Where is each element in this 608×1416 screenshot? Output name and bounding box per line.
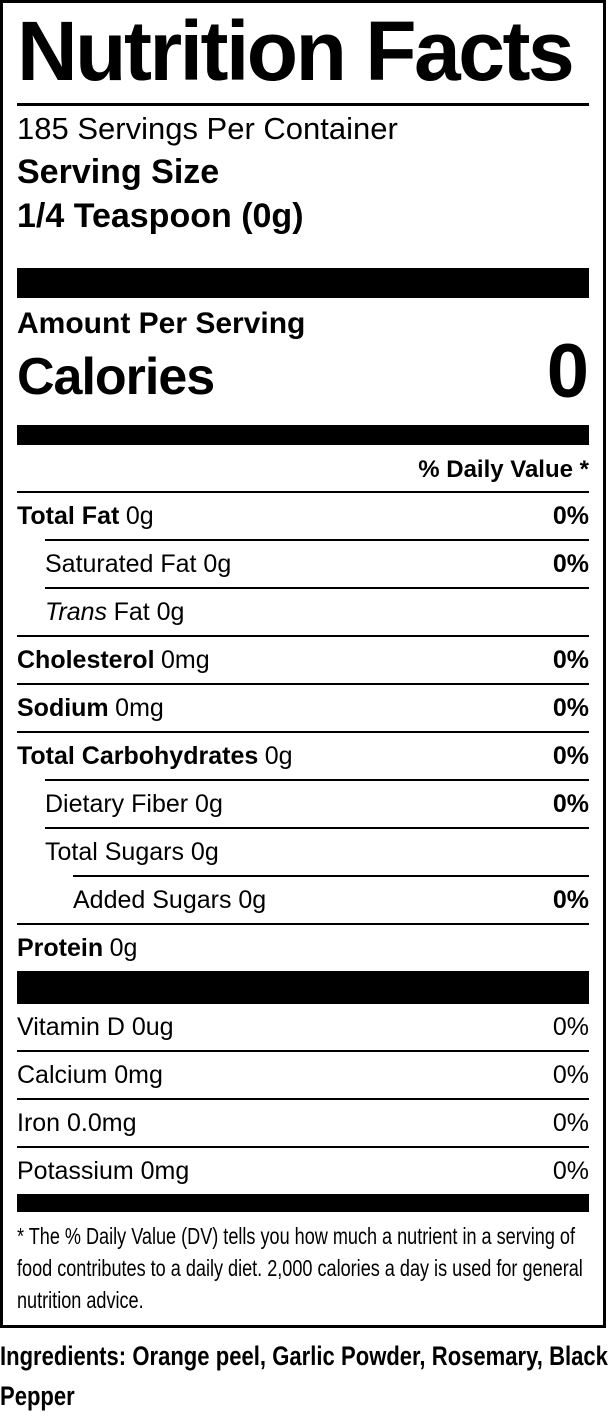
micronutrient-row-calcium: Calcium 0mg 0% (17, 1052, 589, 1098)
nutrient-name: Dietary Fiber 0g (45, 789, 223, 818)
nutrient-row-cholesterol: Cholesterol 0mg 0% (17, 637, 589, 683)
nutrition-label: Nutrition Facts 185 Servings Per Contain… (0, 0, 606, 1328)
micronutrient-row-potassium: Potassium 0mg 0% (17, 1148, 589, 1194)
nutrient-name: Total Sugars 0g (45, 837, 219, 866)
nutrient-name: Iron 0.0mg (17, 1108, 137, 1137)
nutrient-name: Saturated Fat 0g (45, 549, 232, 578)
nutrient-dv: 0% (552, 1108, 589, 1137)
thick-separator-bar (17, 268, 589, 298)
nutrient-row-sodium: Sodium 0mg 0% (17, 685, 589, 731)
rule (73, 874, 589, 877)
nutrient-name: Cholesterol 0mg (17, 645, 210, 674)
calories-row: Calories 0 (17, 329, 589, 414)
rule (17, 1049, 589, 1052)
rule (45, 826, 589, 829)
nutrient-name: Total Fat 0g (17, 501, 154, 530)
nutrient-dv: 0% (552, 885, 589, 914)
rule (17, 634, 589, 637)
rule (17, 922, 589, 925)
nutrient-dv: 0% (552, 501, 589, 530)
nutrient-name: Potassium 0mg (17, 1156, 190, 1185)
serving-size-value: 1/4 Teaspoon (0g) (17, 197, 304, 235)
calories-value: 0 (546, 329, 589, 414)
rule (45, 778, 589, 781)
rule (17, 490, 589, 493)
nutrient-dv: 0% (552, 789, 589, 818)
label-title: Nutrition Facts (17, 4, 575, 98)
nutrient-row-added-sugars: Added Sugars 0g 0% (17, 877, 589, 923)
nutrient-dv: 0% (552, 1060, 589, 1089)
nutrient-row-protein: Protein 0g (17, 925, 589, 971)
nutrient-row-total-carbohydrates: Total Carbohydrates 0g 0% (17, 733, 589, 779)
rule (17, 730, 589, 733)
rule (17, 1097, 589, 1100)
thick-separator-bar (17, 970, 589, 1004)
nutrient-dv: 0% (552, 693, 589, 722)
nutrient-dv: 0% (552, 741, 589, 770)
nutrient-row-total-fat: Total Fat 0g 0% (17, 493, 589, 539)
nutrient-dv: 0% (552, 549, 589, 578)
nutrient-name: Protein 0g (17, 933, 138, 962)
nutrient-name: Total Carbohydrates 0g (17, 741, 293, 770)
nutrient-dv: 0% (552, 645, 589, 674)
daily-value-footnote: * The % Daily Value (DV) tells you how m… (17, 1222, 583, 1313)
rule (45, 586, 589, 589)
nutrient-name: Calcium 0mg (17, 1060, 163, 1089)
micronutrient-row-vitamin-d: Vitamin D 0ug 0% (17, 1004, 589, 1050)
servings-per-container: 185 Servings Per Container (17, 111, 398, 146)
medium-separator-bar (17, 424, 589, 445)
medium-separator-bar (17, 1193, 589, 1212)
rule (17, 1145, 589, 1148)
amount-per-serving-label: Amount Per Serving (17, 307, 306, 340)
nutrient-name: Trans Fat 0g (45, 597, 185, 626)
micronutrient-row-iron: Iron 0.0mg 0% (17, 1100, 589, 1146)
rule (17, 682, 589, 685)
daily-value-header: % Daily Value * (418, 455, 589, 483)
nutrient-name: Sodium 0mg (17, 693, 164, 722)
nutrient-name: Vitamin D 0ug (17, 1012, 174, 1041)
nutrient-dv: 0% (552, 1156, 589, 1185)
nutrient-row-dietary-fiber: Dietary Fiber 0g 0% (17, 781, 589, 827)
serving-size-label: Serving Size (17, 153, 220, 191)
nutrient-name: Added Sugars 0g (73, 885, 267, 914)
nutrient-row-saturated-fat: Saturated Fat 0g 0% (17, 541, 589, 587)
nutrient-dv: 0% (552, 1012, 589, 1041)
title-divider (17, 103, 589, 106)
nutrient-row-trans-fat: Trans Fat 0g (17, 589, 589, 635)
calories-label: Calories (17, 347, 215, 406)
nutrient-row-total-sugars: Total Sugars 0g (17, 829, 589, 875)
rule (45, 538, 589, 541)
